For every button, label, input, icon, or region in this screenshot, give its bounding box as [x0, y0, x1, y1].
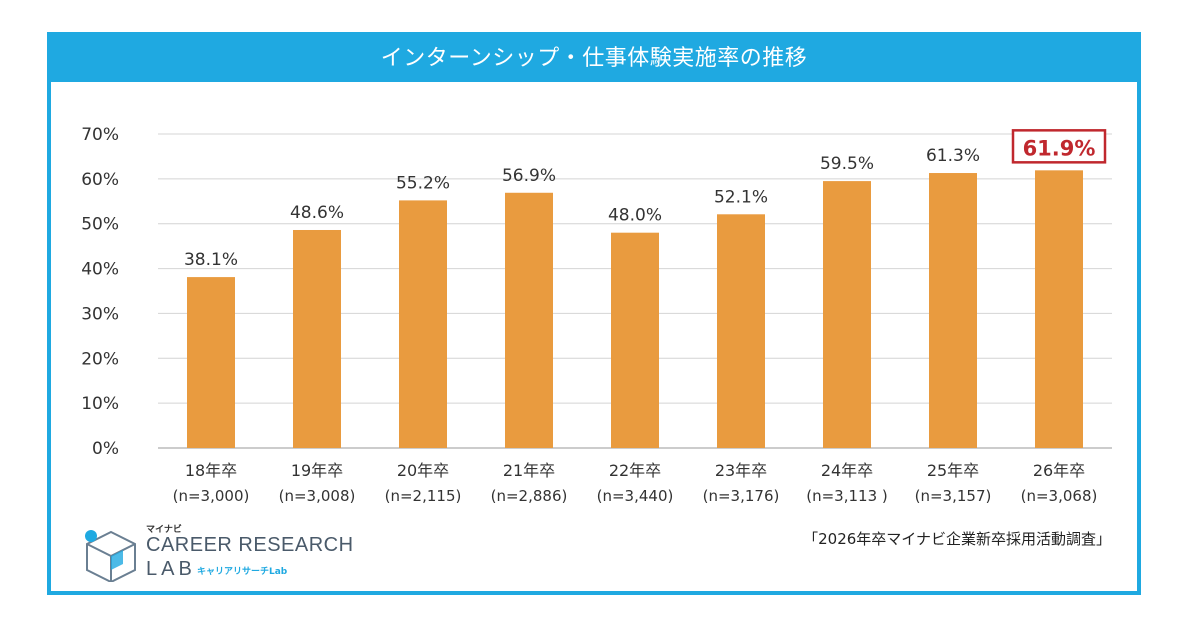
data-label: 52.1% [714, 187, 768, 207]
data-label: 48.0% [608, 206, 662, 226]
x-tick-label: 22年卒 [609, 461, 661, 480]
sample-size-label: (n=3,113 ) [806, 487, 888, 505]
y-tick-label: 10% [81, 394, 119, 414]
chart-title: インターンシップ・仕事体験実施率の推移 [51, 36, 1137, 82]
y-tick-label: 50% [81, 215, 119, 235]
y-tick-label: 60% [81, 170, 119, 190]
logo-sub-text: キャリアリサーチLab [197, 567, 288, 577]
y-tick-label: 30% [81, 304, 119, 324]
chart-frame: インターンシップ・仕事体験実施率の推移 0% 10% 20% 30% 40% 50% 60%… [47, 32, 1141, 595]
bar [717, 214, 765, 448]
data-label: 48.6% [290, 203, 344, 223]
sample-size-label: (n=2,886) [491, 487, 568, 505]
y-tick-label: 20% [81, 349, 119, 369]
sample-size-label: (n=3,157) [915, 487, 992, 505]
x-tick-label: 21年卒 [503, 461, 555, 480]
bar [929, 173, 977, 449]
bar [187, 277, 235, 448]
cube-icon [85, 530, 136, 582]
bar [823, 181, 871, 448]
sample-size-label: (n=3,176) [703, 487, 780, 505]
data-label: 61.3% [926, 146, 980, 166]
logo-main-text: CAREER RESEARCH [146, 534, 354, 556]
bar [1035, 170, 1083, 448]
x-tick-label: 19年卒 [291, 461, 343, 480]
y-tick-label: 70% [81, 125, 119, 145]
sample-size-label: (n=2,115) [385, 487, 462, 505]
data-label: 61.9% [1023, 136, 1096, 160]
data-label: 56.9% [502, 166, 556, 186]
bar [611, 232, 659, 448]
logo-lab-text: LAB [146, 558, 196, 580]
sample-size-label: (n=3,068) [1021, 487, 1098, 505]
logo-small-text: マイナビ [146, 525, 182, 535]
sample-size-label: (n=3,008) [279, 487, 356, 505]
data-label: 59.5% [820, 154, 874, 174]
highlight-box [1011, 129, 1107, 164]
x-tick-label: 26年卒 [1033, 461, 1085, 480]
bar [505, 192, 553, 448]
y-tick-label: 40% [81, 260, 119, 280]
data-label: 38.1% [184, 250, 238, 270]
x-tick-label: 25年卒 [927, 461, 979, 480]
x-tick-label: 20年卒 [397, 461, 449, 480]
data-label: 55.2% [396, 173, 450, 193]
x-tick-label: 18年卒 [185, 461, 237, 480]
bar-chart: 0% 10% 20% 30% 40% 50% 60% 70% 38.1% 18年卒 (n=3,000… [81, 125, 1112, 505]
bar [399, 200, 447, 448]
source-note: 「2026年卒マイナビ企業新卒採用活動調査」 [803, 530, 1111, 548]
bar [293, 229, 341, 448]
x-tick-label: 23年卒 [715, 461, 767, 480]
career-research-lab-logo: マイナビ CAREER RESEARCH LAB キャリアリサーチLab [81, 522, 371, 582]
sample-size-label: (n=3,000) [173, 487, 250, 505]
y-tick-label: 0% [92, 439, 119, 459]
sample-size-label: (n=3,440) [597, 487, 674, 505]
x-tick-label: 24年卒 [821, 461, 873, 480]
